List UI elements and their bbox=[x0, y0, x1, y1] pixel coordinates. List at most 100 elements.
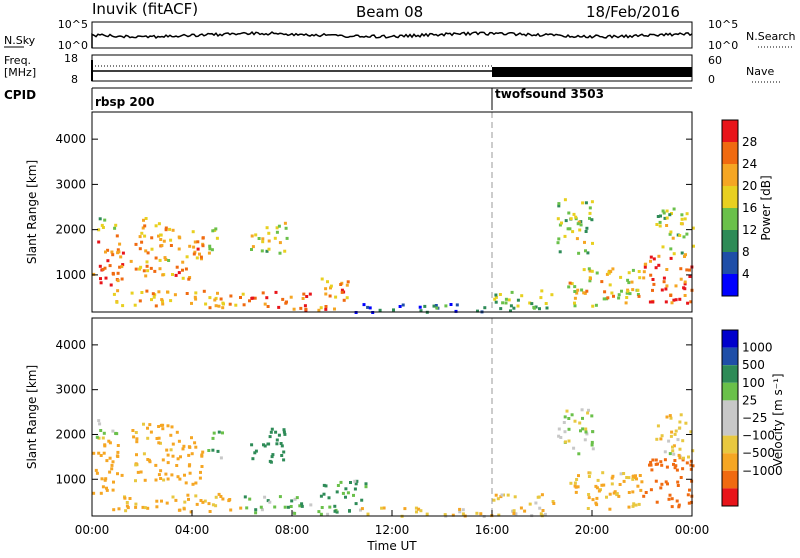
heatmap-cell bbox=[683, 280, 687, 284]
heatmap-cell bbox=[155, 505, 159, 509]
heatmap-cell bbox=[289, 505, 293, 508]
heatmap-cell bbox=[117, 507, 121, 511]
heatmap-cell bbox=[680, 251, 684, 255]
heatmap-cell bbox=[181, 260, 185, 264]
heatmap-cell bbox=[345, 283, 349, 287]
heatmap-cell bbox=[273, 236, 277, 240]
heatmap-cell bbox=[631, 504, 635, 508]
heatmap-cell bbox=[659, 214, 662, 218]
heatmap-cell bbox=[567, 211, 571, 215]
heatmap-cell bbox=[142, 218, 145, 222]
heatmap-cell bbox=[100, 223, 104, 227]
heatmap-cell bbox=[185, 292, 189, 295]
heatmap-cell bbox=[584, 201, 588, 205]
heatmap-cell bbox=[679, 476, 683, 479]
heatmap-cell bbox=[100, 477, 104, 481]
heatmap-cell bbox=[263, 495, 267, 499]
heatmap-cell bbox=[97, 419, 101, 423]
heatmap-cell bbox=[319, 306, 323, 310]
heatmap-cell bbox=[336, 484, 340, 487]
heatmap-cell bbox=[121, 251, 125, 255]
heatmap-cell bbox=[577, 474, 580, 478]
heatmap-cell bbox=[419, 509, 423, 513]
heatmap-cell bbox=[326, 512, 330, 516]
heatmap-cell bbox=[305, 295, 309, 298]
heatmap-cell bbox=[95, 471, 99, 475]
heatmap-cell bbox=[250, 248, 253, 251]
x-tick-label: 00:00 bbox=[75, 523, 110, 537]
heatmap-cell bbox=[285, 300, 288, 304]
heatmap-cell bbox=[444, 304, 448, 308]
heatmap-cell bbox=[666, 482, 669, 486]
heatmap-cell bbox=[285, 236, 289, 240]
heatmap-cell bbox=[686, 301, 690, 305]
heatmap-cell bbox=[154, 463, 158, 467]
heatmap-cell bbox=[139, 265, 143, 269]
heatmap-cell bbox=[118, 242, 122, 246]
heatmap-cell bbox=[564, 219, 568, 223]
heatmap-cell bbox=[134, 502, 138, 506]
heatmap-cell bbox=[215, 236, 219, 240]
heatmap-cell bbox=[622, 479, 626, 483]
heatmap-cell bbox=[539, 512, 543, 516]
heatmap-cell bbox=[112, 292, 116, 296]
heatmap-cell bbox=[568, 227, 572, 231]
heatmap-cell bbox=[443, 513, 447, 517]
heatmap-cell bbox=[165, 448, 169, 452]
heatmap-cell bbox=[573, 290, 577, 293]
heatmap-cell bbox=[662, 211, 666, 215]
heatmap-cell bbox=[545, 306, 549, 310]
heatmap-cell bbox=[608, 492, 612, 496]
heatmap-cell bbox=[651, 458, 655, 462]
heatmap-cell bbox=[689, 500, 693, 504]
heatmap-cell bbox=[674, 464, 678, 468]
heatmap-cell bbox=[175, 464, 179, 467]
heatmap-cell bbox=[528, 502, 532, 506]
heatmap-cell bbox=[335, 490, 339, 494]
heatmap-cell bbox=[147, 458, 151, 462]
velocity-colorbar-cells bbox=[722, 330, 738, 506]
heatmap-cell bbox=[669, 230, 673, 234]
heatmap-cell bbox=[392, 308, 395, 312]
heatmap-cell bbox=[327, 496, 331, 500]
heatmap-cell bbox=[187, 464, 191, 468]
heatmap-cell bbox=[678, 297, 682, 301]
heatmap-cell bbox=[574, 485, 578, 489]
heatmap-cell bbox=[146, 251, 150, 255]
heatmap-cell bbox=[669, 416, 673, 420]
heatmap-cell bbox=[194, 291, 198, 295]
heatmap-cell bbox=[689, 463, 693, 467]
heatmap-cell bbox=[688, 488, 691, 492]
colorbar-cell bbox=[722, 186, 738, 208]
heatmap-cell bbox=[602, 483, 606, 487]
heatmap-cell bbox=[228, 302, 232, 306]
heatmap-cell bbox=[186, 493, 190, 497]
heatmap-cell bbox=[188, 471, 192, 475]
heatmap-cell bbox=[672, 444, 676, 448]
heatmap-cell bbox=[167, 259, 171, 262]
heatmap-cell bbox=[103, 218, 107, 222]
heatmap-cell bbox=[577, 452, 581, 456]
heatmap-cell bbox=[669, 294, 673, 297]
heatmap-cell bbox=[158, 258, 162, 262]
heatmap-cell bbox=[590, 443, 594, 447]
heatmap-cell bbox=[683, 255, 686, 258]
heatmap-cell bbox=[668, 493, 672, 497]
heatmap-cell bbox=[492, 498, 496, 502]
heatmap-cell bbox=[219, 297, 223, 301]
heatmap-cell bbox=[267, 231, 271, 235]
heatmap-cell bbox=[654, 479, 658, 483]
freq-label: Freq. bbox=[4, 54, 31, 67]
heatmap-cell bbox=[199, 255, 203, 259]
heatmap-cell bbox=[103, 478, 107, 482]
heatmap-cell bbox=[129, 259, 133, 263]
heatmap-cell bbox=[483, 306, 487, 310]
heatmap-cell bbox=[214, 304, 218, 308]
heatmap-cell bbox=[275, 230, 279, 234]
heatmap-cell bbox=[163, 256, 167, 260]
heatmap-cell bbox=[106, 259, 110, 263]
heatmap-cell bbox=[680, 213, 684, 217]
heatmap-cell bbox=[573, 296, 577, 300]
heatmap-cell bbox=[250, 234, 254, 238]
heatmap-cell bbox=[523, 509, 527, 513]
